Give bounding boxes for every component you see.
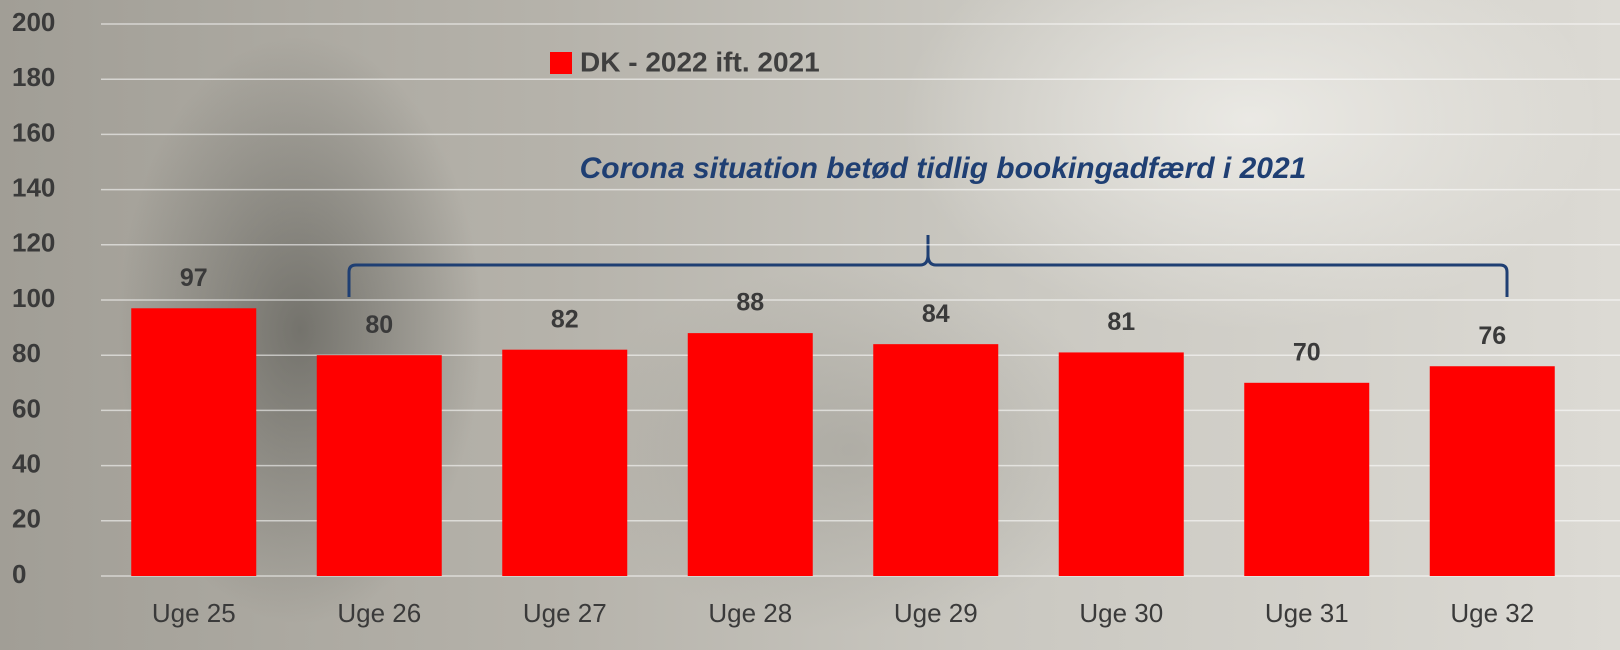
legend-swatch xyxy=(550,52,572,74)
y-tick-label: 100 xyxy=(12,283,55,313)
x-tick-label: Uge 29 xyxy=(894,598,978,628)
x-tick-label: Uge 25 xyxy=(152,598,236,628)
y-tick-label: 120 xyxy=(12,228,55,258)
x-tick-label: Uge 27 xyxy=(523,598,607,628)
legend-label: DK - 2022 ift. 2021 xyxy=(580,46,820,77)
page: Corona situation betød tidlig bookingadf… xyxy=(0,0,1620,650)
bar xyxy=(317,355,442,576)
y-tick-label: 40 xyxy=(12,448,41,478)
value-label: 82 xyxy=(551,305,579,333)
x-tick-label: Uge 30 xyxy=(1079,598,1163,628)
x-tick-label: Uge 32 xyxy=(1450,598,1534,628)
y-tick-label: 180 xyxy=(12,62,55,92)
y-tick-label: 60 xyxy=(12,393,41,423)
y-tick-label: 20 xyxy=(12,504,41,534)
x-tick-label: Uge 31 xyxy=(1265,598,1349,628)
value-label: 88 xyxy=(736,289,764,317)
value-label: 84 xyxy=(922,300,950,328)
value-label: 97 xyxy=(180,264,208,292)
x-tick-label: Uge 28 xyxy=(708,598,792,628)
value-label: 80 xyxy=(365,311,393,339)
y-tick-label: 140 xyxy=(12,172,55,202)
value-label: 81 xyxy=(1107,308,1135,336)
chart: Corona situation betød tidlig bookingadf… xyxy=(0,0,1620,650)
bar xyxy=(502,350,627,576)
value-label: 76 xyxy=(1478,322,1506,350)
value-label: 70 xyxy=(1293,338,1321,366)
bar xyxy=(1430,366,1555,576)
y-tick-label: 160 xyxy=(12,117,55,147)
x-tick-label: Uge 26 xyxy=(337,598,421,628)
y-tick-label: 80 xyxy=(12,338,41,368)
bar xyxy=(1059,352,1184,576)
bar xyxy=(873,344,998,576)
y-tick-label: 200 xyxy=(12,7,55,37)
annotation: Corona situation betød tidlig bookingadf… xyxy=(580,152,1307,185)
bar xyxy=(131,308,256,576)
bar xyxy=(1244,383,1369,576)
bar xyxy=(688,333,813,576)
y-tick-label: 0 xyxy=(12,559,26,589)
